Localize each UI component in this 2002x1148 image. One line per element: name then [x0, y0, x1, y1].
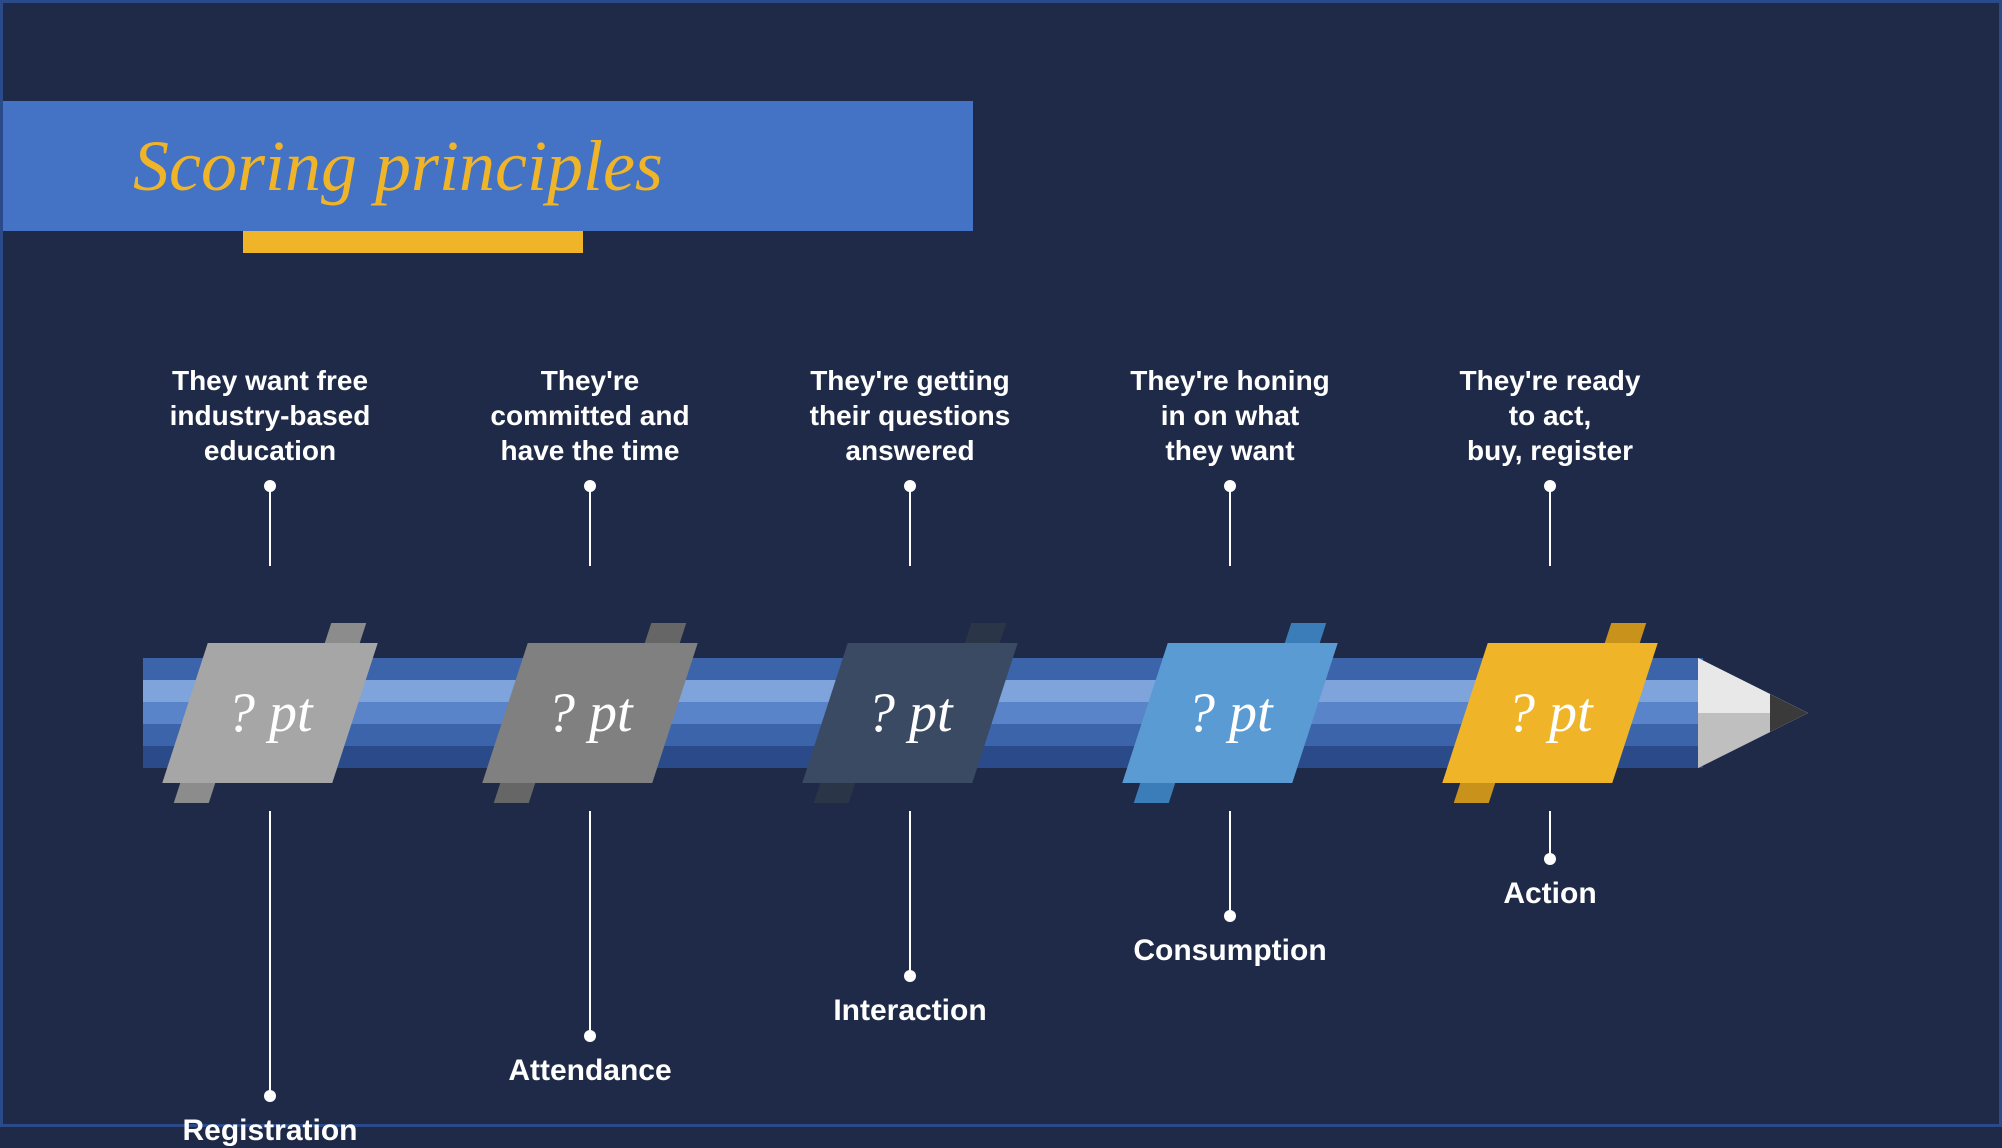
connector-line-top [269, 486, 271, 566]
ribbon-fold [174, 783, 215, 803]
connector-dot [1224, 480, 1236, 492]
ribbon-fold [1285, 623, 1326, 643]
connector-line-top [1229, 486, 1231, 566]
ribbon-body: ? pt [1442, 643, 1657, 783]
ribbon-value: ? pt [1507, 681, 1593, 745]
stage-description: They want free industry-based education [125, 363, 415, 468]
connector-line-bottom [269, 811, 271, 1096]
stage-description: They're honing in on what they want [1085, 363, 1375, 468]
title-underline [243, 231, 583, 253]
scoring-diagram: They want free industry-based educationR… [143, 363, 1913, 1063]
connector-dot [584, 480, 596, 492]
ribbon-body: ? pt [802, 643, 1017, 783]
stage-label: Consumption [1085, 934, 1375, 968]
ribbon: ? pt [825, 623, 995, 803]
ribbon-fold [1454, 783, 1495, 803]
connector-line-bottom [909, 811, 911, 976]
connector-dot [1544, 853, 1556, 865]
stage-label: Interaction [765, 994, 1055, 1028]
stage-label: Action [1405, 877, 1695, 911]
ribbon-body: ? pt [1122, 643, 1337, 783]
ribbon-body: ? pt [162, 643, 377, 783]
connector-line-top [909, 486, 911, 566]
connector-line-bottom [1229, 811, 1231, 916]
connector-dot [264, 480, 276, 492]
stage-label: Attendance [445, 1054, 735, 1088]
ribbon-value: ? pt [227, 681, 313, 745]
title-banner: Scoring principles [3, 101, 973, 231]
ribbon: ? pt [185, 623, 355, 803]
ribbon: ? pt [1145, 623, 1315, 803]
connector-dot [904, 480, 916, 492]
ribbon-fold [494, 783, 535, 803]
pencil-tip-icon [1698, 658, 1858, 768]
stage-description: They're committed and have the time [445, 363, 735, 468]
ribbon-fold [965, 623, 1006, 643]
ribbon-value: ? pt [1187, 681, 1273, 745]
ribbon-fold [1134, 783, 1175, 803]
stage-description: They're ready to act, buy, register [1405, 363, 1695, 468]
stage-description: They're getting their questions answered [765, 363, 1055, 468]
connector-dot [1544, 480, 1556, 492]
connector-dot [584, 1030, 596, 1042]
page-title: Scoring principles [133, 125, 663, 208]
connector-line-bottom [589, 811, 591, 1036]
ribbon-fold [1605, 623, 1646, 643]
ribbon: ? pt [505, 623, 675, 803]
connector-line-bottom [1549, 811, 1551, 859]
ribbon-body: ? pt [482, 643, 697, 783]
ribbon-fold [814, 783, 855, 803]
ribbon-value: ? pt [867, 681, 953, 745]
ribbon-value: ? pt [547, 681, 633, 745]
ribbon-fold [645, 623, 686, 643]
ribbon-fold [325, 623, 366, 643]
connector-line-top [1549, 486, 1551, 566]
connector-line-top [589, 486, 591, 566]
ribbon: ? pt [1465, 623, 1635, 803]
connector-dot [1224, 910, 1236, 922]
connector-dot [264, 1090, 276, 1102]
stage-label: Registration [125, 1114, 415, 1148]
connector-dot [904, 970, 916, 982]
